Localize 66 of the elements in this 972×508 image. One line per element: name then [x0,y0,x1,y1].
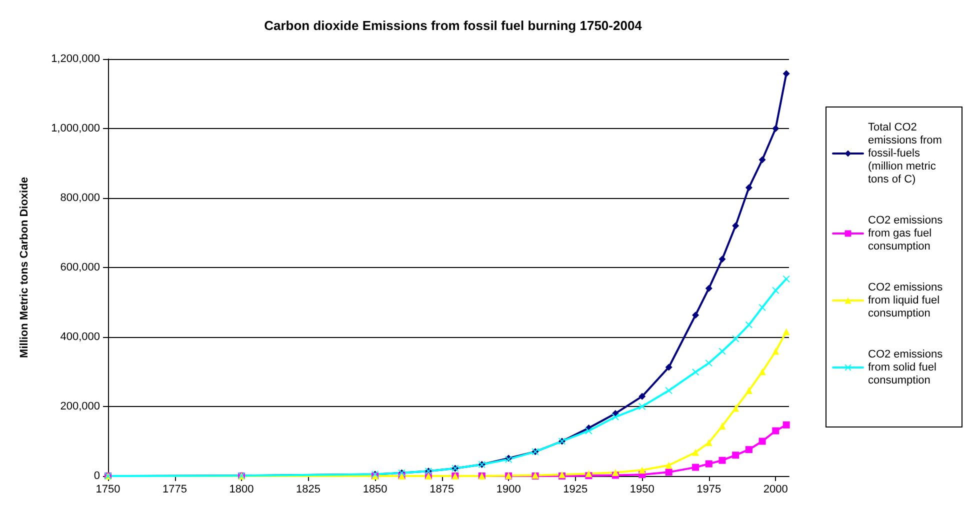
x-tick-label: 1750 [96,484,120,496]
point [758,304,766,311]
point [732,404,740,412]
legend-label: Total CO2 emissions from fossil-fuels (million metric tons of C) [868,122,946,186]
point [732,452,740,459]
point [772,348,780,355]
point [718,422,726,430]
point [638,466,646,474]
point [705,360,712,367]
legend-label: CO2 emissions from liquid fuel consumption [868,282,946,320]
point [782,70,790,78]
point [745,387,752,394]
point [585,427,592,434]
point [732,335,740,342]
point [772,427,780,434]
point [705,460,712,468]
y-tick-label: 200,000 [60,400,100,412]
x-tick-label: 1900 [496,484,521,496]
x-tick-label: 1975 [696,484,722,496]
point [638,403,646,410]
point [665,364,672,371]
point [758,438,766,445]
point [745,184,752,192]
point [612,413,619,420]
y-tick-label: 800,000 [60,192,100,204]
y-tick-label: 0 [94,470,100,482]
point [665,387,672,394]
point [718,256,726,263]
point [692,448,700,456]
y-tick-label: 1,200,000 [51,53,100,65]
point [705,439,712,446]
y-tick-label: 600,000 [60,262,100,274]
x-tick-label: 1875 [430,484,454,496]
point [718,348,726,355]
point [665,462,672,469]
point [718,456,726,464]
x-tick-label: 1850 [362,484,388,496]
y-axis-title: Million Metric tons Carbon Dioxide [18,177,30,358]
y-tick-label: 400,000 [60,331,100,343]
point [745,446,752,454]
x-tick-label: 1800 [229,484,254,496]
point [705,284,712,292]
point [692,464,700,471]
y-tick-label: 1,000,000 [51,122,100,134]
point [772,125,780,132]
chart-title: Carbon dioxide Emissions from fossil fuel burning 1750-2004 [264,18,643,33]
point [665,468,672,476]
point [758,156,766,164]
x-tick-label: 1775 [162,484,188,496]
point [692,368,700,376]
point [772,286,780,294]
point [782,328,790,336]
point [692,312,700,319]
point [782,421,790,428]
x-tick-label: 1925 [563,484,588,496]
legend-label: CO2 emissions from gas fuel consumption [868,214,946,252]
point [732,222,740,230]
x-tick-label: 1950 [630,484,654,496]
legend-label: CO2 emissions from solid fuel consumption [868,348,946,386]
point [782,275,790,282]
point [612,469,619,476]
x-tick-label: 1825 [296,484,321,496]
x-tick-label: 2000 [763,484,788,496]
point [638,392,646,400]
point [758,368,766,376]
point [745,321,752,328]
